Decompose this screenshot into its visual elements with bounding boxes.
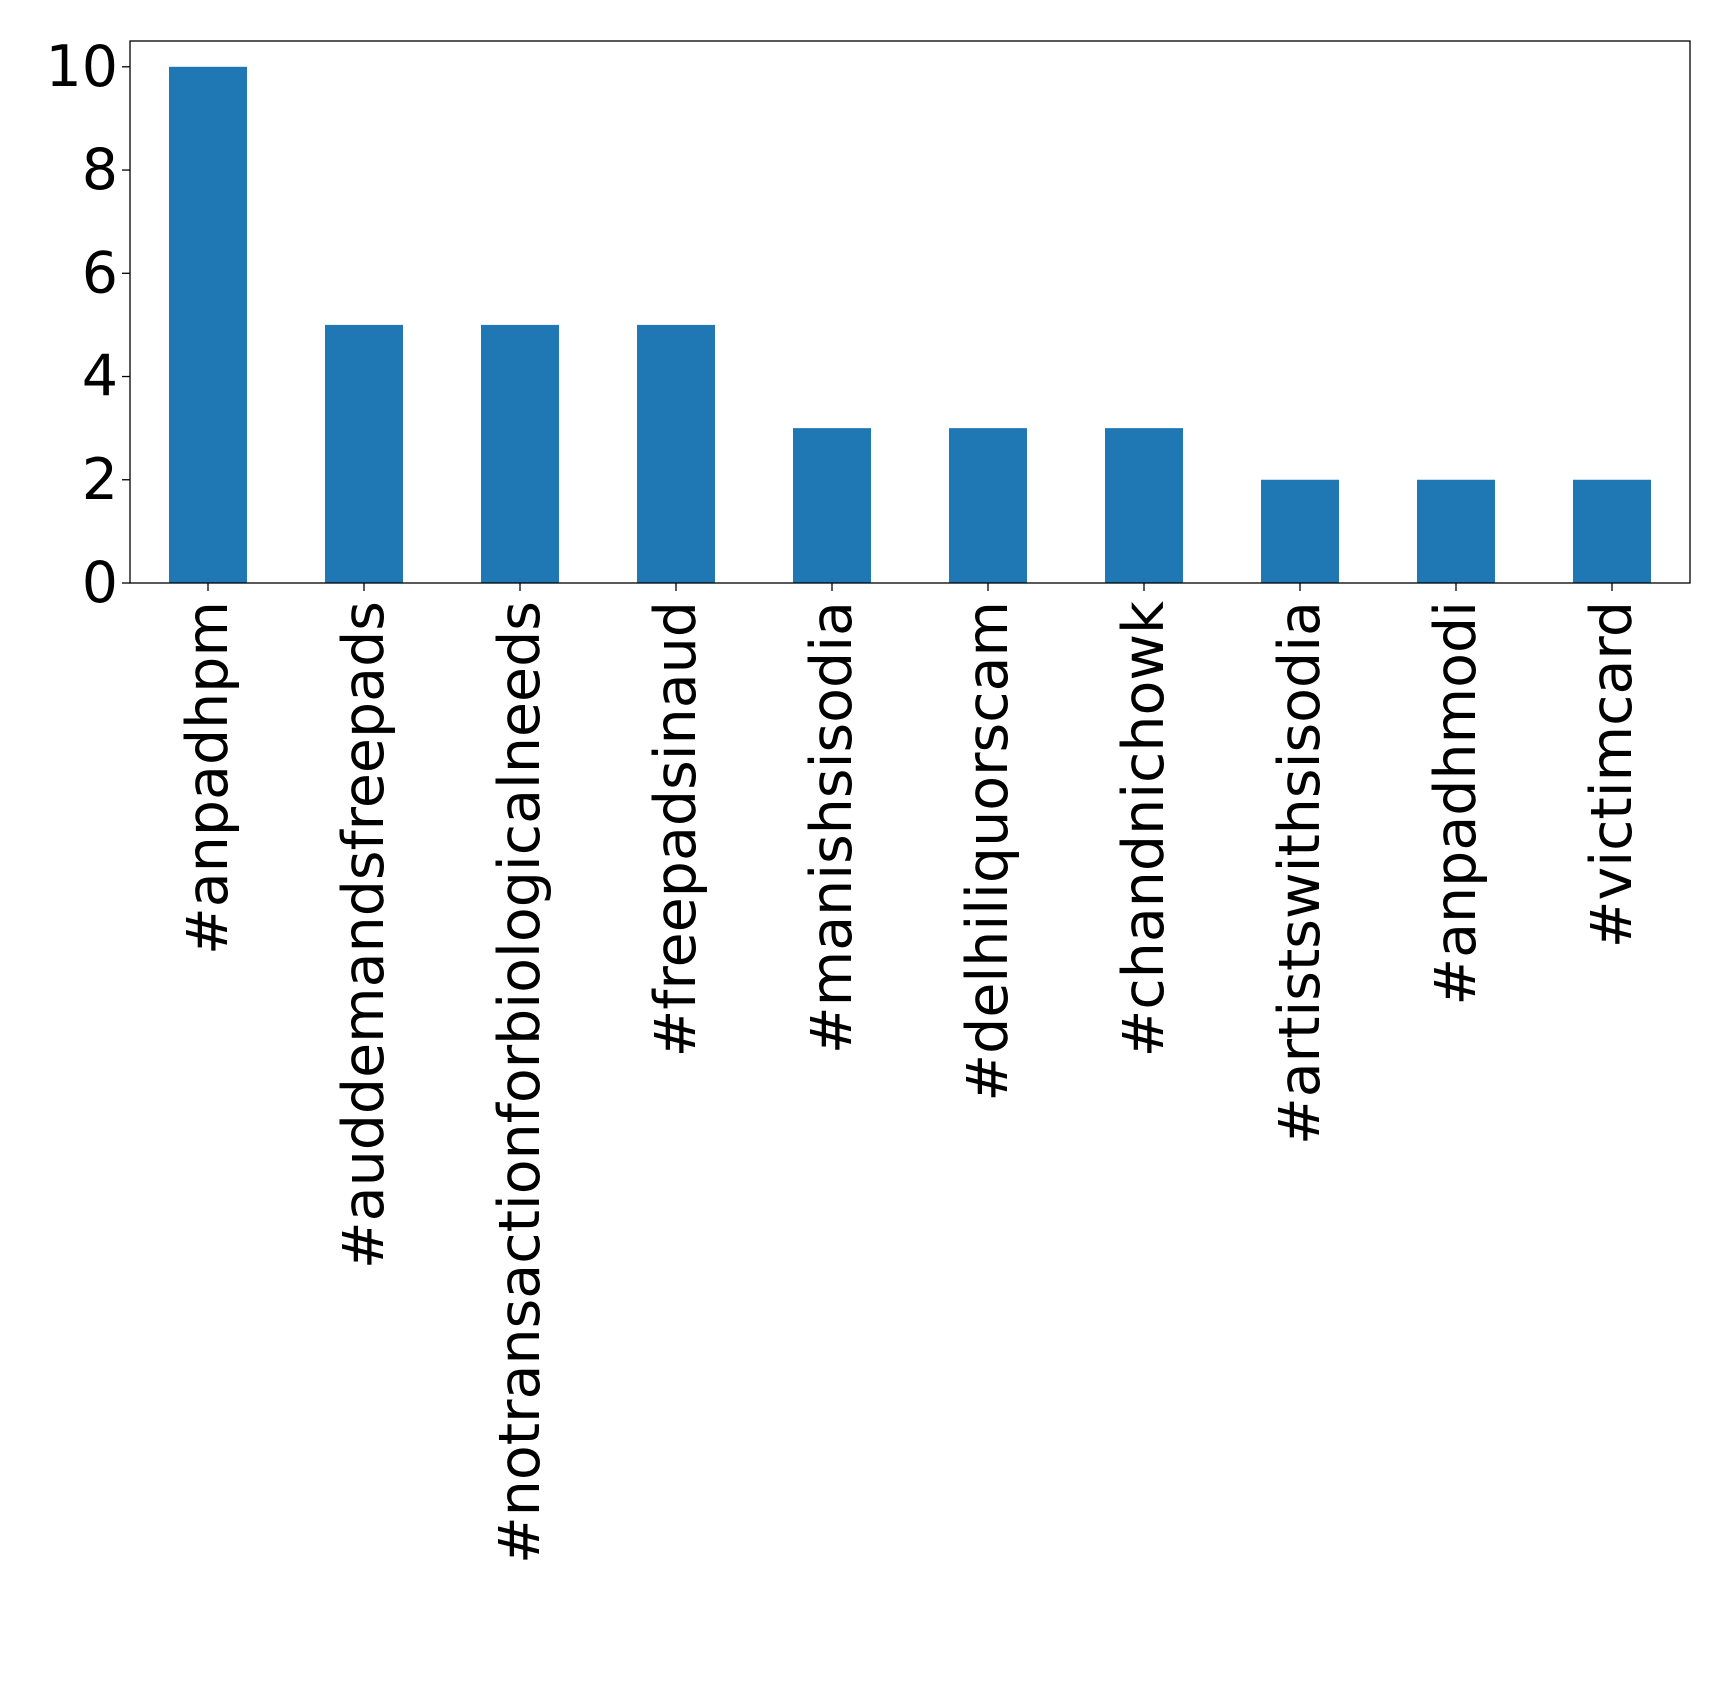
y-tick-label: 6 bbox=[82, 240, 118, 306]
bar-anpadhmodi bbox=[1417, 479, 1495, 583]
bar-anpadhpm bbox=[169, 66, 247, 583]
x-tick-label: #auddemandsfreepads bbox=[331, 601, 397, 1269]
x-tick-label: #anpadhpm bbox=[175, 601, 241, 955]
x-tick-label: #delhiliquorscam bbox=[955, 601, 1021, 1102]
x-axis: #anpadhpm #auddemandsfreepads #notransacti… bbox=[175, 583, 1645, 1564]
x-tick-label: #notransactionforbiologicalneeds bbox=[487, 601, 553, 1564]
y-axis: 0 2 4 6 8 10 bbox=[45, 34, 130, 616]
x-tick-label: #freepadsinaud bbox=[643, 601, 709, 1057]
bar-notransactionforbiologicalneeds bbox=[481, 324, 559, 583]
bar-freepadsinaud bbox=[637, 324, 715, 583]
y-tick-label: 4 bbox=[82, 344, 118, 410]
bar-artistswithsisodia bbox=[1261, 479, 1339, 583]
x-tick-label: #anpadhmodi bbox=[1423, 601, 1489, 1006]
bars-layer bbox=[169, 66, 1651, 583]
bar-manishsisodia bbox=[793, 428, 871, 583]
y-tick-label: 2 bbox=[82, 447, 118, 513]
bar-chandnichowk bbox=[1105, 428, 1183, 583]
bar-victimcard bbox=[1573, 479, 1651, 583]
y-tick-label: 8 bbox=[82, 137, 118, 203]
x-tick-label: #artistswithsisodia bbox=[1267, 601, 1333, 1145]
plot-frame bbox=[129, 40, 1691, 584]
x-tick-label: #manishsisodia bbox=[799, 601, 865, 1054]
y-tick-label: 0 bbox=[82, 550, 118, 616]
bar-delhiliquorscam bbox=[949, 428, 1027, 583]
x-tick-label: #victimcard bbox=[1579, 601, 1645, 948]
bar-auddemandsfreepads bbox=[325, 324, 403, 583]
x-tick-label: #chandnichowk bbox=[1111, 601, 1177, 1057]
y-tick-label: 10 bbox=[45, 34, 118, 100]
